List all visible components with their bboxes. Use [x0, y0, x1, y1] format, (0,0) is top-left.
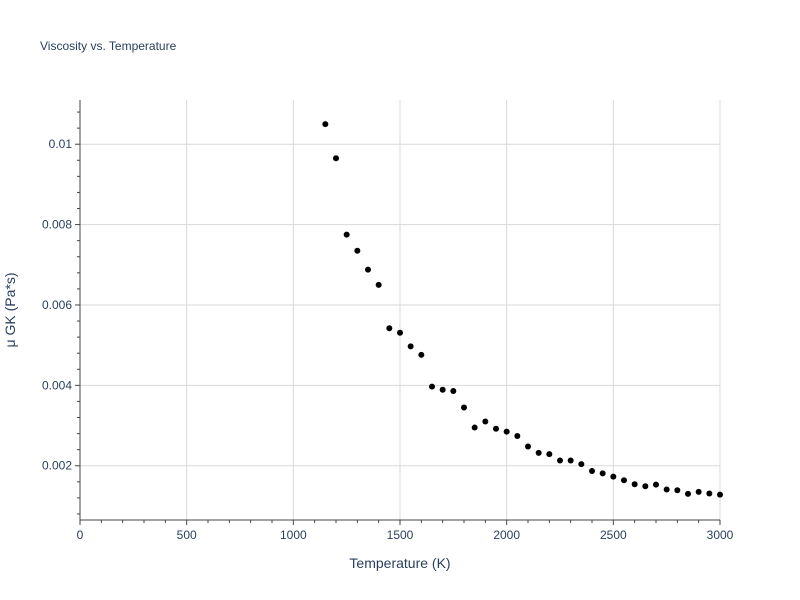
- y-tick-label: 0.002: [42, 459, 72, 473]
- data-point: [557, 457, 563, 464]
- data-point: [717, 491, 723, 498]
- data-point: [439, 386, 446, 393]
- data-point: [493, 425, 499, 432]
- data-point: [685, 490, 691, 497]
- data-point: [354, 247, 361, 254]
- data-point: [642, 483, 649, 490]
- x-axis-title: Temperature (K): [349, 555, 450, 571]
- data-point: [503, 428, 510, 435]
- data-point: [631, 481, 638, 488]
- data-point: [610, 473, 617, 480]
- x-tick-label: 3000: [707, 528, 734, 542]
- y-tick-label: 0.008: [42, 218, 72, 232]
- data-point: [567, 457, 574, 464]
- x-tick-label: 2500: [600, 528, 627, 542]
- data-points: [322, 121, 723, 498]
- axes: 0 500 1000 1500 2000 2500 3000 0.002 0.004 0.006 0…: [42, 100, 734, 542]
- data-point: [333, 155, 339, 162]
- x-tick-label: 500: [177, 528, 197, 542]
- y-tick-label: 0.004: [42, 378, 72, 392]
- data-point: [674, 487, 681, 494]
- data-point: [397, 329, 403, 336]
- data-point: [322, 121, 329, 128]
- data-point: [418, 351, 425, 358]
- y-axis-title: μ GK (Pa*s): [2, 273, 18, 348]
- data-point: [471, 424, 478, 431]
- data-point: [653, 481, 659, 488]
- x-tick-label: 2000: [493, 528, 520, 542]
- chart-title: Viscosity vs. Temperature: [40, 39, 177, 53]
- data-point: [599, 470, 606, 477]
- data-point: [621, 477, 627, 484]
- data-point: [546, 451, 553, 458]
- x-tick-label: 1500: [387, 528, 414, 542]
- data-point: [514, 433, 521, 439]
- x-tick-label: 1000: [280, 528, 307, 542]
- data-point: [578, 461, 585, 468]
- data-point: [450, 387, 457, 394]
- y-tick-label: 0.01: [49, 137, 73, 151]
- data-point: [535, 449, 542, 456]
- data-point: [663, 486, 670, 493]
- x-tick-label: 0: [77, 528, 84, 542]
- data-point: [706, 490, 713, 497]
- y-tick-label: 0.006: [42, 298, 72, 312]
- data-point: [343, 231, 350, 238]
- data-point: [695, 488, 702, 495]
- data-point: [525, 443, 531, 450]
- data-point: [589, 467, 595, 474]
- data-point: [375, 281, 382, 288]
- data-point: [461, 404, 467, 411]
- data-point: [386, 325, 393, 332]
- data-point: [365, 266, 371, 273]
- grid: [80, 100, 721, 520]
- data-point: [429, 383, 435, 390]
- data-point: [482, 418, 489, 425]
- data-point: [407, 343, 414, 350]
